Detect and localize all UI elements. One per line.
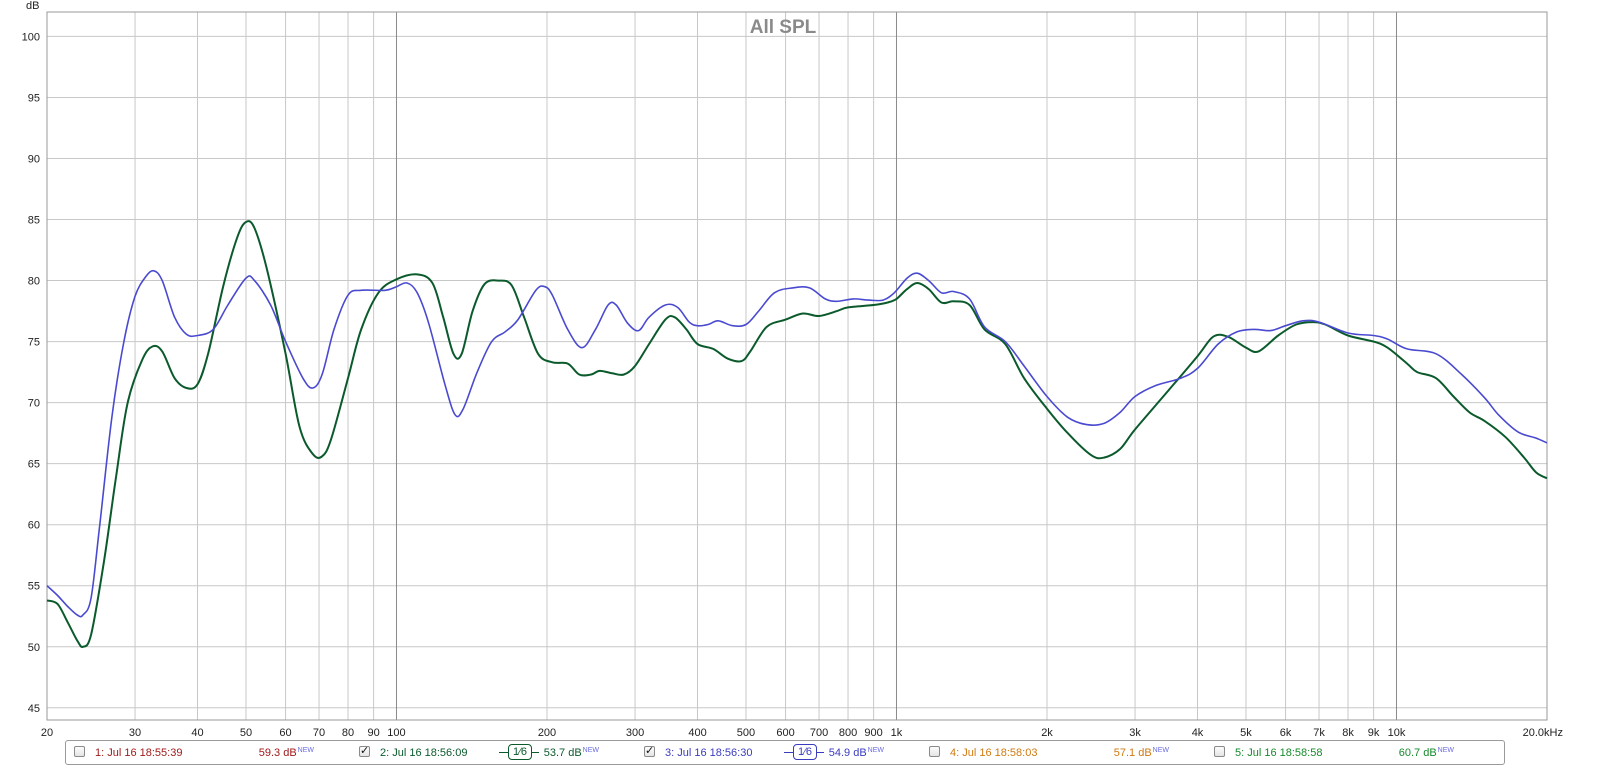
legend-item-name[interactable]: 5: Jul 16 18:58:58: [1235, 747, 1323, 759]
x-tick-label: 30: [129, 727, 141, 739]
value-text: 54.9 dB: [828, 747, 867, 759]
legend-checkbox[interactable]: ✓: [644, 745, 655, 757]
new-badge: NEW: [1152, 747, 1169, 754]
y-tick-label: 65: [28, 459, 40, 471]
x-tick-label: 10k: [1388, 727, 1406, 739]
x-tick-label: 900: [864, 727, 882, 739]
legend-item-3: ✓ 3: Jul 16 18:56:30 1⁄6 54.9 dBNEW: [644, 741, 919, 764]
new-badge: NEW: [297, 747, 314, 754]
x-tick-label: 20: [41, 727, 53, 739]
legend-item-name[interactable]: 1: Jul 16 18:55:39: [95, 747, 183, 759]
x-tick-label: 100: [387, 727, 405, 739]
y-axis-label: dB: [26, 0, 39, 12]
legend-item-name[interactable]: 2: Jul 16 18:56:09: [380, 747, 468, 759]
series-line-2: [46, 220, 1548, 648]
x-tick-label: 700: [810, 727, 828, 739]
x-tick-label: 8k: [1342, 727, 1354, 739]
legend-item-value: 60.7 dBNEW: [1392, 747, 1454, 759]
legend-checkbox[interactable]: [74, 746, 85, 757]
chart-grid: [46, 12, 1548, 720]
y-axis-ticks: 45 50 55 60 65 70 75 80 85 90 95 100: [22, 31, 40, 714]
y-tick-label: 50: [28, 642, 40, 654]
legend-item-value: 59.3 dBNEW: [252, 747, 314, 759]
x-tick-label: 60: [279, 727, 291, 739]
x-tick-label: 2k: [1041, 727, 1053, 739]
y-tick-label: 100: [22, 31, 40, 43]
legend-checkbox[interactable]: [1214, 746, 1225, 757]
x-tick-label: 70: [313, 727, 325, 739]
smoothing-label: 1⁄6: [508, 744, 532, 760]
legend-item-value: 53.7 dBNEW: [537, 747, 599, 759]
x-tick-label: 90: [367, 727, 379, 739]
value-text: 53.7 dB: [543, 747, 582, 759]
x-axis-ticks: 20 30 40 50 60 70 80 90 100 200 300 400 500 600 700 800…: [41, 727, 1563, 739]
y-tick-label: 55: [28, 581, 40, 593]
legend-item-value: 54.9 dBNEW: [822, 747, 884, 759]
legend-checkbox[interactable]: [929, 746, 940, 757]
x-tick-label: 300: [626, 727, 644, 739]
x-tick-label: 9k: [1368, 727, 1380, 739]
y-tick-label: 85: [28, 215, 40, 227]
y-tick-label: 70: [28, 398, 40, 410]
plot-area: [46, 11, 1548, 721]
x-tick-label: 7k: [1313, 727, 1325, 739]
x-tick-label: 3k: [1129, 727, 1141, 739]
legend-bar: 1: Jul 16 18:55:39 59.3 dBNEW ✓ 2: Jul 16 1…: [65, 740, 1505, 765]
x-tick-label: 400: [688, 727, 706, 739]
x-tick-label: 4k: [1192, 727, 1204, 739]
legend-item-name[interactable]: 3: Jul 16 18:56:30: [665, 747, 753, 759]
value-text: 59.3 dB: [258, 747, 297, 759]
y-tick-label: 80: [28, 276, 40, 288]
x-tick-label: 600: [776, 727, 794, 739]
legend-item-5: 5: Jul 16 18:58:58 60.7 dBNEW: [1214, 741, 1489, 764]
series-layer: [46, 220, 1548, 648]
value-text: 60.7 dB: [1398, 747, 1437, 759]
legend-checkbox[interactable]: ✓: [359, 745, 370, 757]
x-tick-label: 50: [240, 727, 252, 739]
y-tick-label: 75: [28, 337, 40, 349]
legend-item-1: 1: Jul 16 18:55:39 59.3 dBNEW: [74, 741, 349, 764]
smoothing-indicator[interactable]: 1⁄6: [784, 744, 824, 760]
x-tick-label: 6k: [1280, 727, 1292, 739]
x-tick-label: 200: [538, 727, 556, 739]
value-text: 57.1 dB: [1113, 747, 1152, 759]
series-line-3: [46, 269, 1548, 618]
legend-item-2: ✓ 2: Jul 16 18:56:09 1⁄6 53.7 dBNEW: [359, 741, 634, 764]
x-tick-label: 500: [737, 727, 755, 739]
smoothing-indicator[interactable]: 1⁄6: [499, 744, 539, 760]
x-tick-label: 5k: [1240, 727, 1252, 739]
y-tick-label: 90: [28, 153, 40, 165]
x-tick-label: 40: [191, 727, 203, 739]
x-tick-label: 800: [839, 727, 857, 739]
legend-item-4: 4: Jul 16 18:58:03 57.1 dBNEW: [929, 741, 1204, 764]
y-tick-label: 60: [28, 520, 40, 532]
x-tick-label: 1k: [891, 727, 903, 739]
new-badge: NEW: [867, 747, 884, 754]
spl-chart: 45 50 55 60 65 70 75 80 85 90 95 100 20 30 40 50 60 70 80…: [22, 0, 1563, 739]
new-badge: NEW: [1437, 747, 1454, 754]
x-tick-label: 80: [342, 727, 354, 739]
y-tick-label: 45: [28, 703, 40, 715]
x-tick-label: 20.0kHz: [1523, 727, 1563, 739]
legend-item-value: 57.1 dBNEW: [1107, 747, 1169, 759]
chart-title: All SPL: [750, 17, 817, 38]
legend-item-name[interactable]: 4: Jul 16 18:58:03: [950, 747, 1038, 759]
smoothing-label: 1⁄6: [793, 744, 817, 760]
new-badge: NEW: [582, 747, 599, 754]
y-tick-label: 95: [28, 92, 40, 104]
